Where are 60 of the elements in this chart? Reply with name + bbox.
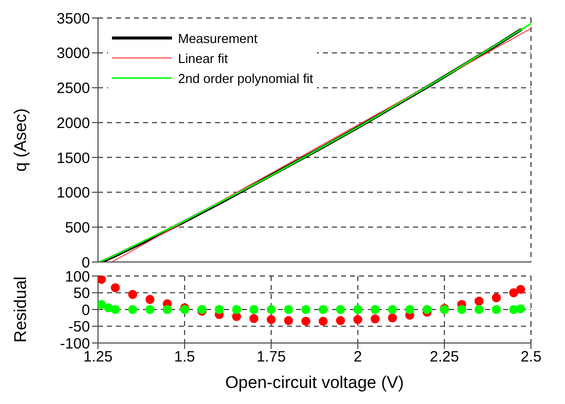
point (98, 276, 106, 284)
point (318, 316, 328, 326)
y-axis-title: q (Asec) (11, 108, 30, 172)
y-axis-title: Residual (11, 276, 30, 343)
point (370, 314, 380, 324)
point (405, 304, 414, 314)
x-axis-title: Open-circuit voltage (V) (224, 372, 405, 394)
point (128, 304, 138, 314)
point (516, 304, 526, 314)
y-tick-label: 0 (82, 302, 90, 319)
point (353, 315, 362, 324)
point (388, 304, 397, 314)
point (110, 304, 120, 314)
y-tick-label: 2000 (56, 114, 90, 132)
point (110, 283, 120, 292)
point (388, 313, 397, 322)
point (370, 304, 380, 314)
x-tick-label: 1.5 (174, 348, 196, 366)
y-tick-label: -50 (68, 318, 90, 336)
point (509, 288, 518, 298)
y-tick-label: 50 (73, 285, 90, 302)
y-tick-label: 2500 (56, 80, 90, 98)
point (457, 304, 466, 314)
legend-label: Measurement (178, 30, 258, 46)
point (353, 304, 362, 314)
point (301, 316, 310, 326)
point (98, 300, 106, 309)
point (336, 316, 345, 326)
point (249, 314, 258, 324)
point (422, 304, 432, 314)
point (301, 304, 310, 314)
x-tick-label: 2 (354, 348, 362, 366)
point (266, 315, 276, 324)
point (145, 304, 154, 314)
point (162, 304, 172, 314)
y-tick-label: 1000 (56, 184, 90, 202)
point (492, 293, 501, 302)
point (492, 304, 501, 314)
point (318, 304, 328, 314)
x-tick-label: 2.5 (520, 348, 542, 366)
point (266, 304, 276, 314)
point (336, 304, 345, 314)
point (145, 294, 154, 304)
y-tick-label: 500 (64, 219, 90, 236)
y-tick-label: 3500 (56, 10, 90, 28)
point (249, 304, 258, 314)
legend-label: Linear fit (178, 50, 228, 66)
legend-label: 2nd order polynomial fit (178, 70, 314, 86)
point (474, 296, 484, 306)
point (128, 290, 138, 299)
x-tick-label: 1.75 (256, 348, 286, 366)
point (214, 304, 224, 314)
y-tick-label: 1500 (56, 150, 90, 167)
point (284, 316, 294, 326)
point (516, 284, 526, 294)
point (474, 304, 484, 314)
point (284, 304, 294, 314)
y-tick-label: 3000 (56, 45, 90, 62)
point (232, 304, 242, 314)
x-tick-label: 2.25 (430, 348, 459, 366)
